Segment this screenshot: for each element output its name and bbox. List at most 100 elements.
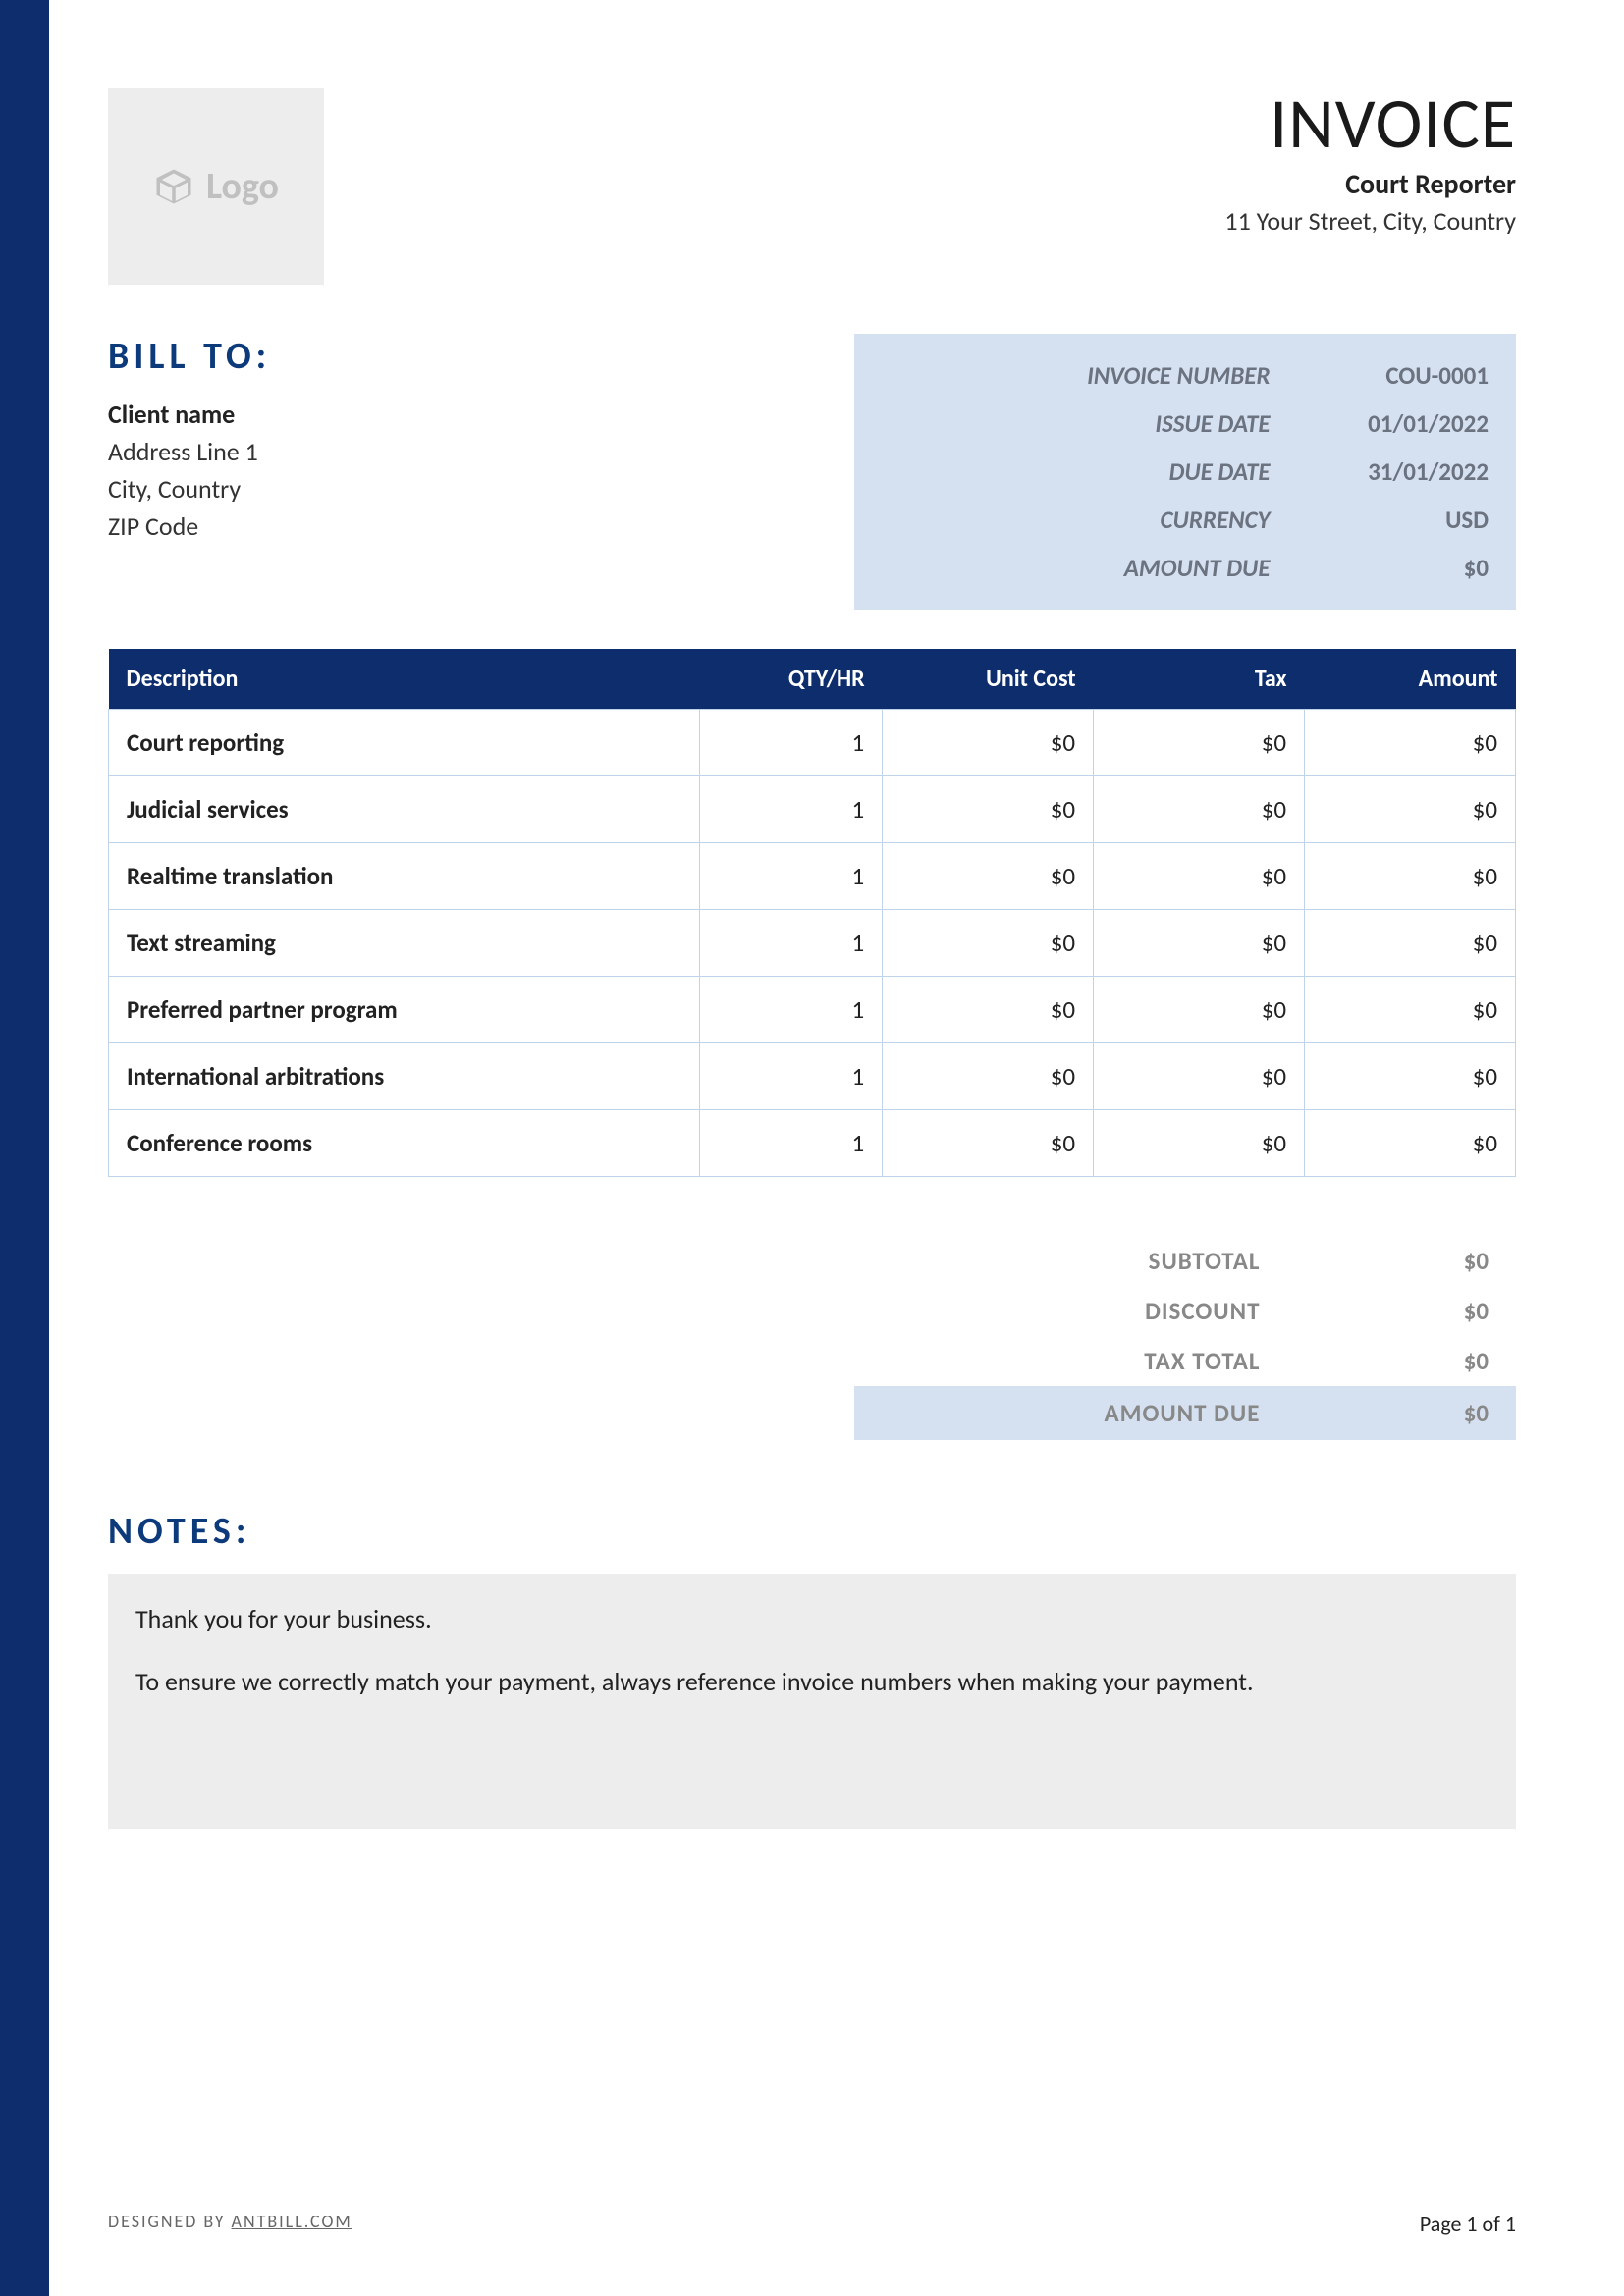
col-description: Description <box>109 649 700 710</box>
meta-value: COU-0001 <box>1271 360 1489 391</box>
col-tax: Tax <box>1094 649 1305 710</box>
left-accent-bar <box>0 0 49 2296</box>
logo-text: Logo <box>206 164 279 209</box>
col-qty: QTY/HR <box>699 649 882 710</box>
client-city-country: City, Country <box>108 473 741 505</box>
meta-due-date: DUE DATE 31/01/2022 <box>882 448 1489 496</box>
table-row: Court reporting1$0$0$0 <box>109 710 1516 776</box>
meta-amount-due: AMOUNT DUE $0 <box>882 544 1489 592</box>
cell-tax: $0 <box>1094 1110 1305 1177</box>
notes-box: Thank you for your business. To ensure w… <box>108 1574 1516 1829</box>
cell-description: Preferred partner program <box>109 977 700 1043</box>
meta-issue-date: ISSUE DATE 01/01/2022 <box>882 400 1489 448</box>
table-row: Judicial services1$0$0$0 <box>109 776 1516 843</box>
cell-amount: $0 <box>1305 710 1516 776</box>
col-amount: Amount <box>1305 649 1516 710</box>
cell-description: Conference rooms <box>109 1110 700 1177</box>
page-number: Page 1 of 1 <box>1420 2211 1516 2237</box>
footer-link[interactable]: ANTBILL.COM <box>232 2211 352 2232</box>
company-name: Court Reporter <box>1224 167 1516 201</box>
client-zip: ZIP Code <box>108 510 741 542</box>
cell-description: Judicial services <box>109 776 700 843</box>
table-header-row: Description QTY/HR Unit Cost Tax Amount <box>109 649 1516 710</box>
total-value: $0 <box>1260 1246 1489 1276</box>
document-title: INVOICE <box>1224 88 1516 159</box>
table-row: Text streaming1$0$0$0 <box>109 910 1516 977</box>
cell-tax: $0 <box>1094 977 1305 1043</box>
header: Logo INVOICE Court Reporter 11 Your Stre… <box>108 88 1516 285</box>
meta-invoice-number: INVOICE NUMBER COU-0001 <box>882 351 1489 400</box>
cell-description: International arbitrations <box>109 1043 700 1110</box>
cell-unit-cost: $0 <box>883 843 1094 910</box>
table-row: International arbitrations1$0$0$0 <box>109 1043 1516 1110</box>
total-label: AMOUNT DUE <box>854 1398 1260 1428</box>
cell-amount: $0 <box>1305 1043 1516 1110</box>
client-address-line-1: Address Line 1 <box>108 436 741 467</box>
bill-to-heading: BILL TO: <box>108 334 741 379</box>
cell-unit-cost: $0 <box>883 1043 1094 1110</box>
total-label: SUBTOTAL <box>854 1246 1260 1276</box>
notes-line-1: Thank you for your business. <box>135 1601 1489 1636</box>
amount-due-row: AMOUNT DUE $0 <box>854 1386 1516 1440</box>
invoice-meta-panel: INVOICE NUMBER COU-0001 ISSUE DATE 01/01… <box>854 334 1516 610</box>
total-label: DISCOUNT <box>854 1296 1260 1326</box>
meta-label: AMOUNT DUE <box>882 553 1271 583</box>
meta-value: USD <box>1271 505 1489 535</box>
logo-placeholder-box: Logo <box>108 88 324 285</box>
cell-amount: $0 <box>1305 910 1516 977</box>
cell-amount: $0 <box>1305 977 1516 1043</box>
total-label: TAX TOTAL <box>854 1346 1260 1376</box>
subtotal-row: SUBTOTAL $0 <box>854 1236 1516 1286</box>
footer-prefix: DESIGNED BY <box>108 2211 232 2232</box>
invoice-page: Logo INVOICE Court Reporter 11 Your Stre… <box>108 0 1516 2296</box>
box-icon <box>153 166 194 207</box>
total-value: $0 <box>1260 1398 1489 1428</box>
cell-description: Realtime translation <box>109 843 700 910</box>
cell-unit-cost: $0 <box>883 910 1094 977</box>
meta-label: CURRENCY <box>882 505 1271 535</box>
cell-tax: $0 <box>1094 910 1305 977</box>
cell-unit-cost: $0 <box>883 1110 1094 1177</box>
cell-tax: $0 <box>1094 843 1305 910</box>
cell-unit-cost: $0 <box>883 710 1094 776</box>
cell-tax: $0 <box>1094 776 1305 843</box>
cell-amount: $0 <box>1305 843 1516 910</box>
col-unit-cost: Unit Cost <box>883 649 1094 710</box>
meta-value: $0 <box>1271 553 1489 583</box>
meta-label: INVOICE NUMBER <box>882 360 1271 391</box>
table-row: Realtime translation1$0$0$0 <box>109 843 1516 910</box>
meta-value: 31/01/2022 <box>1271 456 1489 487</box>
cell-qty: 1 <box>699 1110 882 1177</box>
tax-total-row: TAX TOTAL $0 <box>854 1336 1516 1386</box>
logo-placeholder: Logo <box>153 164 279 209</box>
cell-qty: 1 <box>699 710 882 776</box>
table-row: Preferred partner program1$0$0$0 <box>109 977 1516 1043</box>
notes-line-2: To ensure we correctly match your paymen… <box>135 1664 1489 1699</box>
totals-section: SUBTOTAL $0 DISCOUNT $0 TAX TOTAL $0 AMO… <box>108 1236 1516 1440</box>
meta-value: 01/01/2022 <box>1271 408 1489 439</box>
meta-label: DUE DATE <box>882 456 1271 487</box>
total-value: $0 <box>1260 1346 1489 1376</box>
cell-unit-cost: $0 <box>883 776 1094 843</box>
company-address: 11 Your Street, City, Country <box>1224 205 1516 237</box>
cell-qty: 1 <box>699 843 882 910</box>
bill-to-section: BILL TO: Client name Address Line 1 City… <box>108 334 741 548</box>
cell-qty: 1 <box>699 776 882 843</box>
client-name: Client name <box>108 399 741 430</box>
notes-heading: NOTES: <box>108 1509 1516 1554</box>
meta-label: ISSUE DATE <box>882 408 1271 439</box>
cell-qty: 1 <box>699 1043 882 1110</box>
cell-unit-cost: $0 <box>883 977 1094 1043</box>
invoice-title-block: INVOICE Court Reporter 11 Your Street, C… <box>1224 88 1516 237</box>
discount-row: DISCOUNT $0 <box>854 1286 1516 1336</box>
table-row: Conference rooms1$0$0$0 <box>109 1110 1516 1177</box>
footer-designed-by: DESIGNED BY ANTBILL.COM <box>108 2211 352 2237</box>
cell-description: Text streaming <box>109 910 700 977</box>
cell-qty: 1 <box>699 910 882 977</box>
cell-tax: $0 <box>1094 710 1305 776</box>
page-footer: DESIGNED BY ANTBILL.COM Page 1 of 1 <box>108 2211 1516 2237</box>
line-items-table: Description QTY/HR Unit Cost Tax Amount … <box>108 649 1516 1177</box>
meta-currency: CURRENCY USD <box>882 496 1489 544</box>
cell-tax: $0 <box>1094 1043 1305 1110</box>
cell-amount: $0 <box>1305 776 1516 843</box>
